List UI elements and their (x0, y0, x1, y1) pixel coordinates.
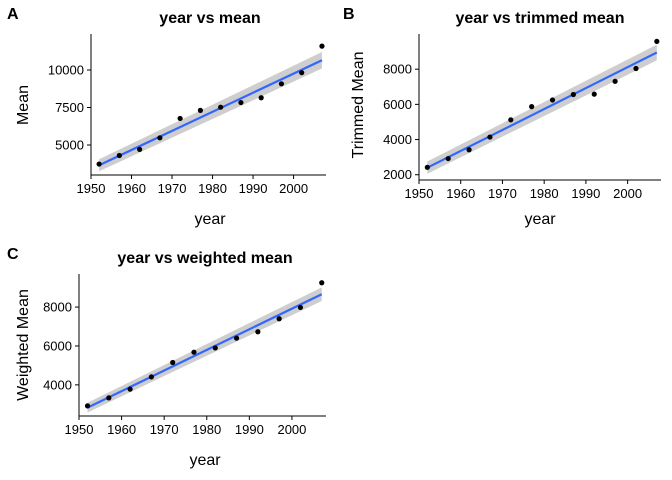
panel-b-y-axis-title: Trimmed Mean (350, 52, 367, 159)
panel-c-x-tick-label: 1960 (107, 422, 136, 437)
panel-a-data-point (116, 152, 122, 159)
panel-a-data-point (157, 135, 163, 141)
panel-c: C year vs weighted mean year Weighted Me… (7, 246, 326, 469)
panel-a-data-point (278, 81, 285, 87)
panel-b-x-tick-label: 1950 (405, 186, 434, 201)
panel-c-data-point (233, 335, 240, 341)
panel-a-y-tick-label: 5000 (55, 138, 84, 153)
panel-c-y-tick-label: 8000 (43, 300, 72, 315)
panel-b-x-tick-label: 1960 (446, 186, 475, 201)
panel-c-data-point (297, 304, 304, 311)
panel-a-y-axis-title: Mean (15, 85, 32, 125)
panel-b-y-tick-label: 6000 (383, 97, 412, 112)
panel-b-data-point (654, 38, 660, 44)
panel-b-x-axis-title: year (524, 211, 556, 228)
panel-a-y-tick-label: 10000 (48, 63, 84, 78)
panel-a-x-tick-label: 2000 (279, 181, 308, 196)
panel-b-letter: B (343, 6, 355, 23)
panel-b-y-tick-label: 4000 (383, 132, 412, 147)
panel-b-data-point (445, 155, 451, 162)
panel-a-data-point (299, 70, 305, 76)
panel-a-x-axis-title: year (194, 211, 226, 228)
panel-c-y-tick-label: 4000 (43, 377, 72, 392)
panel-a-data-point (177, 115, 183, 122)
panel-a: A year vs mean year Mean 1950 1960 1970 198… (7, 6, 326, 228)
panel-b-data-point (466, 147, 472, 153)
panel-a-data-point (96, 161, 102, 167)
panel-a-data-point (218, 104, 224, 110)
panel-c-data-point (276, 316, 282, 322)
panel-a-data-point (319, 43, 325, 49)
panel-b-data-point (591, 91, 597, 97)
panel-c-letter: C (7, 246, 19, 263)
panel-a-data-point (197, 107, 203, 113)
panel-b-data-point (529, 104, 535, 110)
panel-b-data-point (633, 65, 639, 72)
panel-b-x-tick-label: 2000 (613, 186, 642, 201)
panel-c-x-tick-label: 1950 (65, 422, 94, 437)
panel-a-title: year vs mean (159, 10, 260, 27)
panel-c-data-point (191, 349, 197, 355)
panel-c-x-tick-label: 1970 (150, 422, 179, 437)
panel-b-data-point (612, 78, 618, 84)
panel-b-data-point (424, 164, 430, 170)
panel-b-y-tick-label: 8000 (383, 62, 412, 77)
panel-c-data-point (212, 345, 218, 351)
panel-a-x-tick-label: 1980 (198, 181, 227, 196)
panel-b-x-tick-label: 1970 (488, 186, 517, 201)
panel-a-x-tick-label: 1950 (77, 181, 106, 196)
panel-a-data-point (238, 99, 244, 106)
panel-c-y-tick-label: 6000 (43, 338, 72, 353)
panel-c-data-point (319, 280, 325, 286)
panel-c-data-point (127, 386, 133, 392)
panel-c-x-tick-label: 2000 (277, 422, 306, 437)
panel-a-data-point (258, 95, 264, 101)
panel-a-trend-line (98, 59, 323, 167)
panel-c-data-point (148, 374, 154, 380)
panel-c-data-point (84, 403, 91, 409)
panel-a-x-tick-label: 1960 (117, 181, 146, 196)
panel-c-data-point (106, 395, 112, 401)
panel-c-x-tick-label: 1990 (235, 422, 264, 437)
panel-b-x-tick-label: 1990 (571, 186, 600, 201)
panel-c-data-point (255, 329, 261, 335)
panel-b: B year vs trimmed mean year Trimmed Mean… (343, 6, 661, 228)
panel-b-data-point (508, 117, 514, 123)
panel-a-y-tick-label: 7500 (55, 100, 84, 115)
panel-b-data-point (549, 97, 556, 103)
panel-a-letter: A (7, 6, 19, 23)
panel-b-trend-line (426, 51, 658, 169)
panel-b-x-tick-label: 1980 (530, 186, 559, 201)
panel-b-data-point (487, 134, 493, 140)
panel-c-x-tick-label: 1980 (192, 422, 221, 437)
panel-a-x-tick-label: 1990 (239, 181, 268, 196)
panel-c-data-point (170, 359, 176, 366)
panel-b-title: year vs trimmed mean (456, 10, 625, 27)
panel-c-x-axis-title: year (189, 452, 221, 469)
panel-a-x-tick-label: 1970 (158, 181, 187, 196)
panel-a-data-point (137, 146, 143, 152)
panel-c-trend-line (87, 293, 323, 409)
panel-c-title: year vs weighted mean (117, 250, 292, 267)
panel-c-y-axis-title: Weighted Mean (15, 289, 32, 401)
panel-b-data-point (570, 91, 576, 98)
panel-b-y-tick-label: 2000 (383, 167, 412, 182)
